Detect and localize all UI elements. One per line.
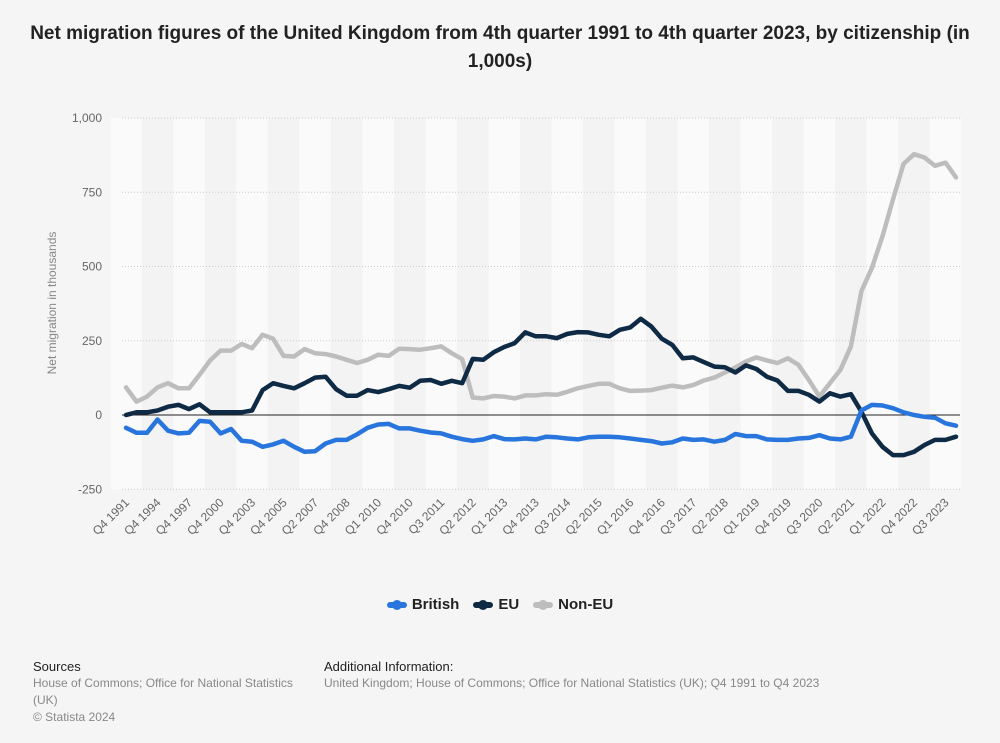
copyright: © Statista 2024 [33, 710, 116, 724]
y-tick-label: 500 [82, 260, 102, 274]
legend-label: EU [498, 596, 520, 613]
column-band [173, 118, 205, 490]
chart-title: Net migration figures of the United King… [30, 23, 970, 72]
legend-marker-icon [386, 599, 407, 610]
additional-info-text: United Kingdom; House of Commons; Office… [324, 676, 820, 690]
column-band [835, 118, 867, 490]
series-line-non-eu [123, 151, 959, 404]
column-band [772, 118, 804, 490]
column-band [393, 118, 426, 490]
column-band [141, 118, 174, 490]
column-band [866, 118, 899, 490]
legend-item-british[interactable]: British [386, 596, 460, 613]
column-band [646, 118, 678, 490]
column-band [677, 118, 710, 490]
legend-label: British [411, 596, 460, 613]
column-band [898, 118, 930, 490]
series-line-eu [123, 316, 959, 458]
additional-info-title: Additional Information: [324, 659, 454, 674]
sources-title: Sources [33, 659, 81, 674]
column-band [299, 118, 331, 490]
chart-legend: British EU Non-EU [0, 596, 1000, 613]
column-band [488, 118, 520, 490]
column-band [519, 118, 552, 490]
y-tick-label: 750 [82, 185, 102, 199]
legend-item-eu[interactable]: EU [473, 596, 519, 613]
column-band [551, 118, 584, 490]
additional-info-block: Additional Information: United Kingdom; … [324, 658, 964, 692]
legend-item-non-eu[interactable]: Non-EU [533, 596, 613, 613]
column-band [740, 118, 773, 490]
legend-marker-icon [473, 599, 494, 610]
y-tick-label: 250 [82, 334, 102, 348]
column-band [236, 118, 268, 490]
column-band [614, 118, 647, 490]
column-band [330, 118, 363, 490]
y-tick-label: -250 [78, 482, 102, 496]
column-band [929, 118, 962, 490]
column-band [425, 118, 457, 490]
sources-text: House of Commons; Office for National St… [33, 676, 293, 707]
y-axis-title: Net migration in thousands [45, 232, 59, 375]
legend-marker-icon [533, 599, 554, 610]
column-band [456, 118, 489, 490]
sources-block: Sources House of Commons; Office for Nat… [33, 658, 303, 726]
legend-label: Non-EU [558, 596, 614, 613]
series-line-british [123, 402, 959, 455]
column-band [709, 118, 741, 490]
column-band [362, 118, 394, 490]
column-band [583, 118, 615, 490]
y-tick-label: 1,000 [72, 111, 102, 125]
y-tick-label: 0 [95, 408, 102, 422]
column-band [267, 118, 300, 490]
column-band [803, 118, 836, 490]
